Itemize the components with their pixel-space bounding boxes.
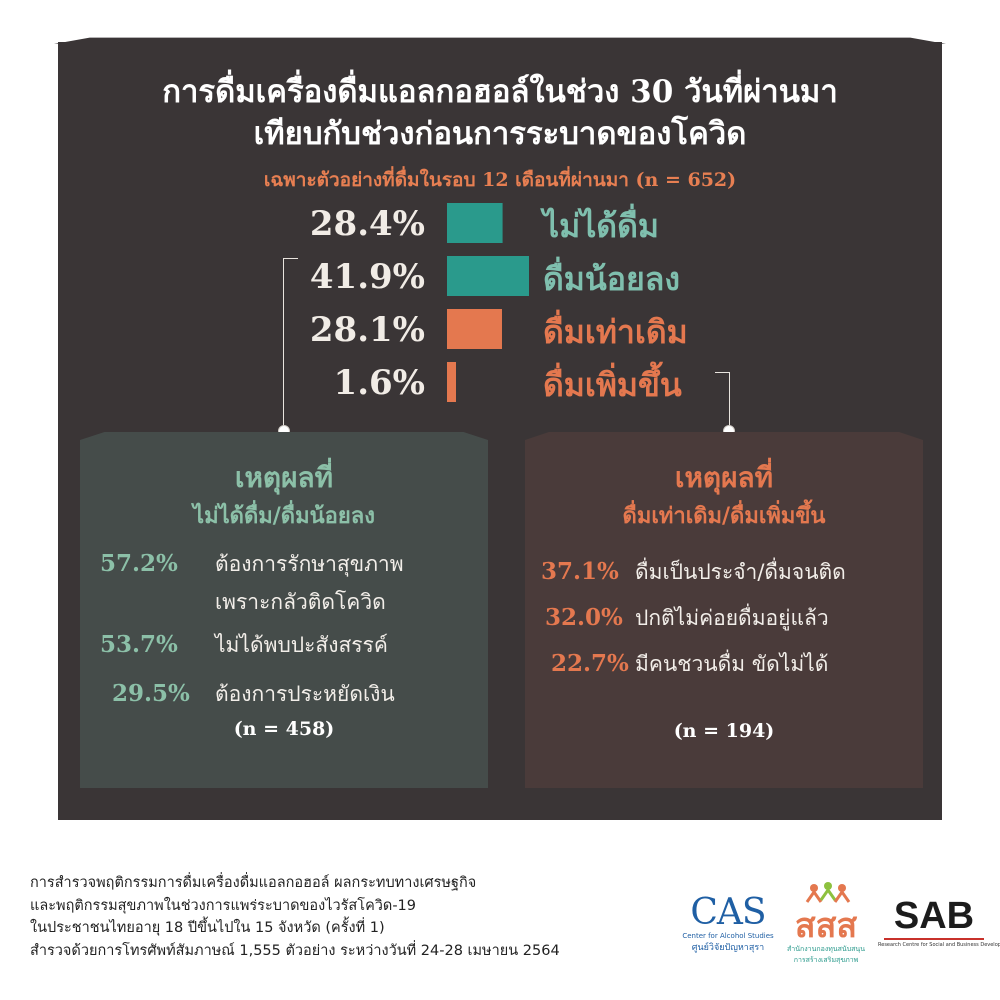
- reasons-more-box: เหตุผลที่ ดื่มเท่าเดิม/ดื่มเพิ่มขึ้น 37.…: [525, 440, 923, 788]
- cas-logo-line1: Center for Alcohol Studies: [682, 932, 774, 940]
- bar-value-label: 1.6%: [334, 363, 425, 403]
- bar-category-label: ดื่มน้อยลง: [543, 256, 680, 298]
- left-bracket: [283, 258, 298, 431]
- reason-pct: 53.7%: [100, 631, 178, 658]
- bar: [447, 362, 456, 402]
- panel-top-edge: [54, 37, 946, 44]
- title-line-2: เทียบกับช่วงก่อนการระบาดของโควิด: [253, 116, 747, 152]
- reason-text: ดื่มเป็นประจำ/ดื่มจนติด: [635, 560, 846, 584]
- thaihealth-figures-icon: [805, 882, 851, 903]
- right-bracket: [715, 372, 730, 431]
- sab-logo-line1: Research Centre for Social and Business …: [878, 942, 1000, 948]
- bar-category-label: ดื่มเพิ่มขึ้น: [543, 361, 682, 404]
- thaihealth-logo-line1: สำนักงานกองทุนสนับสนุน: [787, 945, 865, 953]
- bar: [447, 203, 503, 243]
- reason-pct: 22.7%: [551, 650, 629, 677]
- bar-value-label: 41.9%: [310, 257, 425, 297]
- bar: [447, 309, 502, 349]
- reasons-less-box: เหตุผลที่ ไม่ได้ดื่ม/ดื่มน้อยลง 57.2% ต้…: [80, 440, 488, 788]
- reason-text: มีคนชวนดื่ม ขัดไม่ได้: [635, 652, 829, 676]
- thaihealth-logo: สสส สำนักงานกองทุนสนับสนุน การสร้างเสริม…: [776, 880, 876, 970]
- reason-pct: 29.5%: [112, 680, 190, 707]
- source-line-2: และพฤติกรรมสุขภาพในช่วงการแพร่ระบาดของไว…: [30, 897, 417, 914]
- cas-logo: CAS Center for Alcohol Studies ศูนย์วิจั…: [680, 894, 776, 964]
- bar-category-label: ดื่มเท่าเดิม: [543, 309, 688, 351]
- cas-logo-line2: ศูนย์วิจัยปัญหาสุรา: [691, 943, 765, 953]
- sab-logo-mark: SAB: [893, 895, 975, 937]
- bar-value-label: 28.4%: [310, 204, 425, 244]
- source-line-3: ในประชาชนไทยอายุ 18 ปีขึ้นไปใน 15 จังหวั…: [30, 920, 385, 936]
- reason-text-cont: เพราะกลัวติดโควิด: [215, 590, 386, 614]
- survey-source-note: การสำรวจพฤติกรรมการดื่มเครื่องดื่มแอลกอฮ…: [30, 872, 670, 962]
- n-note: (n = 194): [673, 720, 775, 742]
- bar-chart: 28.4% ไม่ได้ดื่ม 41.9% ดื่มน้อยลง 28.1% ดื่มเ…: [310, 203, 688, 404]
- sab-logo: SAB Research Centre for Social and Busin…: [878, 895, 1000, 956]
- source-line-4: สำรวจด้วยการโทรศัพท์สัมภาษณ์ 1,555 ตัวอย…: [30, 942, 560, 959]
- thaihealth-logo-line2: การสร้างเสริมสุขภาพ: [793, 956, 859, 964]
- reason-text: ไม่ได้พบปะสังสรรค์: [215, 633, 388, 657]
- reason-text: ต้องการประหยัดเงิน: [215, 682, 395, 706]
- reasons-less-title: เหตุผลที่: [234, 461, 334, 494]
- reason-pct: 57.2%: [100, 550, 178, 577]
- reason-pct: 37.1%: [541, 558, 619, 585]
- bar-value-label: 28.1%: [310, 310, 425, 350]
- subtitle: เฉพาะตัวอย่างที่ดื่มในรอบ 12 เดือนที่ผ่า…: [263, 169, 737, 191]
- reason-text: ปกติไม่ค่อยดื่มอยู่แล้ว: [635, 606, 829, 630]
- reason-pct: 32.0%: [545, 604, 623, 631]
- sab-underline: [884, 938, 984, 940]
- reason-text: ต้องการรักษาสุขภาพ: [215, 552, 404, 576]
- bar-category-label: ไม่ได้ดื่ม: [540, 203, 659, 245]
- cas-logo-mark: CAS: [690, 892, 766, 933]
- title-line-1: การดื่มเครื่องดื่มแอลกอฮอล์ในช่วง 30 วัน…: [162, 74, 838, 110]
- bar: [447, 256, 529, 296]
- reasons-more-title: เหตุผลที่: [674, 461, 774, 494]
- source-line-1: การสำรวจพฤติกรรมการดื่มเครื่องดื่มแอลกอฮ…: [30, 875, 477, 891]
- reasons-less-subtitle: ไม่ได้ดื่ม/ดื่มน้อยลง: [193, 504, 375, 529]
- n-note: (n = 458): [233, 718, 335, 740]
- reasons-more-subtitle: ดื่มเท่าเดิม/ดื่มเพิ่มขึ้น: [622, 504, 826, 529]
- thaihealth-logo-mark: สสส: [794, 906, 858, 946]
